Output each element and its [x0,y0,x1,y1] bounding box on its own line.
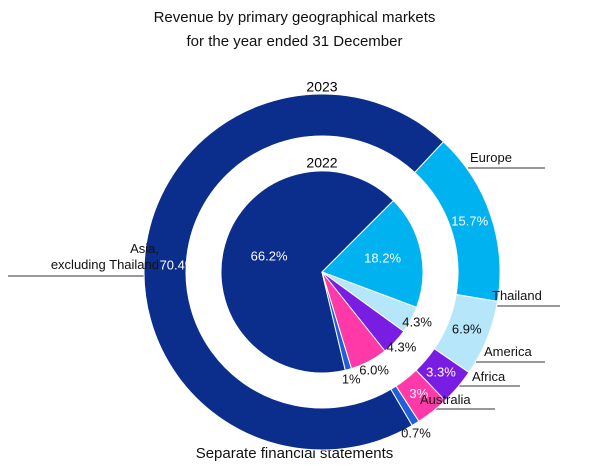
value-label: 70.4% [160,257,197,272]
value-label: 6.0% [359,363,389,378]
value-label: 0.7% [401,425,431,440]
slice [321,271,353,371]
value-label: 4.3% [387,339,417,354]
value-label: 18.2% [364,250,401,265]
value-label: 3.3% [426,364,456,379]
series-label: 2023 [306,79,337,95]
slice [390,385,420,427]
value-label: 3% [409,386,428,401]
category-label: Asia, excluding Thailand [50,241,159,272]
footer: Separate financial statements [195,445,394,462]
category-label: Australia [420,392,471,407]
category-label: America [484,344,532,359]
category-label: Africa [472,369,506,384]
chart-title: Revenue by primary geographical markets … [153,9,436,50]
slice [220,170,395,374]
value-label: 15.7% [451,213,488,228]
category-label: Thailand [492,288,542,303]
value-label: 6.9% [452,322,482,337]
value-label: 4.3% [402,315,432,330]
slice [143,93,445,451]
category-label: Europe [470,150,512,165]
value-label: 66.2% [251,248,288,263]
value-label: 1% [342,372,361,387]
series-label: 2022 [306,155,337,171]
slice [321,199,424,309]
